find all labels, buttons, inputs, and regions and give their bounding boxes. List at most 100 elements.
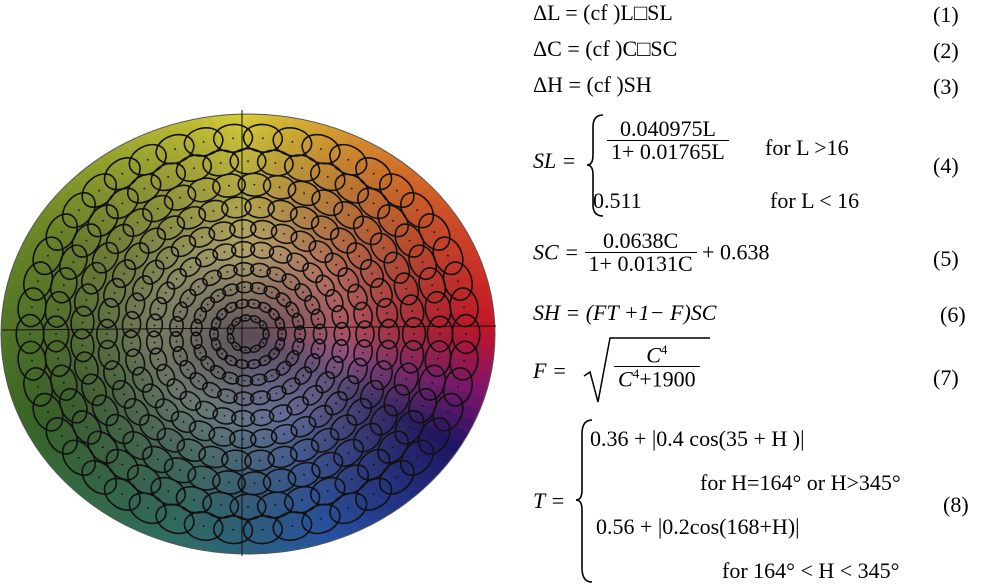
tolerance-ellipse [123, 397, 150, 426]
ellipse-center-dot [317, 318, 319, 320]
tolerance-ellipse [179, 359, 197, 380]
ellipse-center-dot [421, 261, 424, 264]
ellipse-center-dot [78, 456, 80, 459]
tolerance-ellipse [285, 349, 300, 367]
ellipse-center-dot [302, 291, 305, 294]
ellipse-center-dot [347, 279, 350, 281]
ellipse-center-dot [31, 306, 33, 309]
tolerance-ellipse [287, 461, 321, 488]
equation-4-cond-1: for L >16 [765, 135, 849, 160]
tolerance-ellipse [369, 404, 398, 436]
tolerance-ellipse [353, 339, 374, 367]
ellipse-center-dot [258, 459, 261, 462]
ellipse-center-dot [217, 371, 219, 374]
tolerance-ellipse [91, 394, 119, 427]
tolerance-ellipse [393, 362, 420, 396]
ellipse-center-dot [197, 380, 200, 382]
ellipse-center-dot [189, 400, 192, 402]
tolerance-ellipse [231, 409, 256, 428]
tolerance-ellipse [352, 422, 383, 453]
ellipse-center-dot [146, 158, 149, 161]
ellipse-center-dot [193, 498, 195, 501]
tolerance-ellipse [156, 215, 186, 241]
ellipse-center-dot [175, 278, 178, 280]
ellipse-center-dot [320, 518, 322, 520]
ellipse-center-dot [226, 395, 229, 397]
eq7-denominator: C4+1900 [614, 366, 700, 390]
ellipse-center-dot [283, 233, 286, 235]
ellipse-center-dot [37, 280, 39, 282]
tolerance-ellipse [302, 384, 324, 406]
tolerance-ellipse [401, 316, 427, 351]
ellipse-center-dot [281, 456, 284, 458]
ellipse-center-dot [205, 257, 208, 259]
tolerance-ellipse [355, 477, 393, 511]
eq7-numerator: C4 [646, 342, 668, 368]
tolerance-ellipse [286, 396, 310, 416]
tolerance-ellipse [324, 252, 348, 277]
tolerance-ellipse [61, 192, 96, 229]
tolerance-ellipse [324, 391, 348, 416]
ellipse-center-dot [405, 288, 408, 290]
ellipse-center-dot [320, 250, 322, 253]
ellipse-center-dot [170, 226, 172, 229]
ellipse-center-dot [253, 303, 255, 305]
ellipse-center-dot [254, 347, 257, 350]
ellipse-center-dot [72, 261, 75, 264]
tolerance-ellipse [198, 199, 229, 223]
eq5-numerator: 0.0638C [602, 228, 679, 253]
tolerance-ellipse [369, 232, 398, 264]
tolerance-ellipse [15, 313, 45, 355]
ellipse-center-dot [215, 343, 218, 346]
ellipse-center-dot [47, 254, 49, 257]
ellipse-center-dot [326, 464, 329, 467]
ellipse-center-dot [347, 507, 350, 510]
tolerance-ellipse [383, 251, 411, 284]
ellipse-center-dot [243, 379, 246, 382]
ellipse-center-dot [311, 394, 314, 397]
tolerance-ellipse [281, 377, 301, 395]
tolerance-ellipse [105, 223, 135, 255]
tolerance-ellipse [352, 215, 383, 246]
ellipse-center-dot [291, 141, 294, 143]
ellipse-center-dot [243, 286, 246, 289]
ellipse-center-dot [123, 393, 125, 396]
ellipse-center-dot [281, 333, 283, 335]
ellipse-center-dot [244, 349, 247, 351]
ellipse-center-dot [182, 245, 185, 248]
ellipse-center-dot [193, 167, 195, 170]
tolerance-ellipse [198, 445, 229, 469]
ellipse-center-dot [182, 421, 185, 423]
ellipse-center-dot [151, 426, 154, 429]
tolerance-ellipse [81, 373, 107, 407]
equation-2: ΔC = (cf )C□SC [533, 36, 678, 61]
ellipse-center-dot [153, 341, 156, 344]
tolerance-ellipse [267, 445, 298, 469]
ellipse-center-dot [408, 239, 411, 242]
ellipse-center-dot [153, 324, 156, 327]
ellipse-center-dot [57, 308, 59, 311]
tolerance-ellipse [417, 417, 451, 455]
tolerance-ellipse [200, 355, 216, 372]
ellipse-center-dot [219, 162, 222, 164]
ellipse-center-dot [275, 392, 278, 395]
ellipse-center-dot [104, 256, 107, 259]
tolerance-ellipse [325, 288, 344, 313]
tolerance-ellipse [256, 149, 294, 177]
tolerance-ellipse [141, 383, 165, 409]
ellipse-center-dot [170, 439, 172, 442]
ellipse-center-dot [156, 207, 159, 210]
tolerance-ellipse [329, 143, 368, 176]
ellipse-center-dot [290, 385, 292, 387]
tolerance-ellipse [73, 283, 99, 317]
equation-1: ΔL = (cf )L□SL [533, 0, 673, 25]
ellipse-center-dot [264, 359, 266, 362]
ellipse-center-dot [264, 306, 266, 309]
ellipse-center-dot [259, 269, 262, 272]
ellipse-center-dot [93, 388, 95, 391]
tolerance-ellipse [268, 245, 293, 264]
ellipse-center-dot [206, 303, 209, 306]
ellipse-center-dot [81, 321, 84, 324]
tolerance-ellipse [400, 439, 435, 476]
tolerance-ellipse [302, 262, 324, 284]
